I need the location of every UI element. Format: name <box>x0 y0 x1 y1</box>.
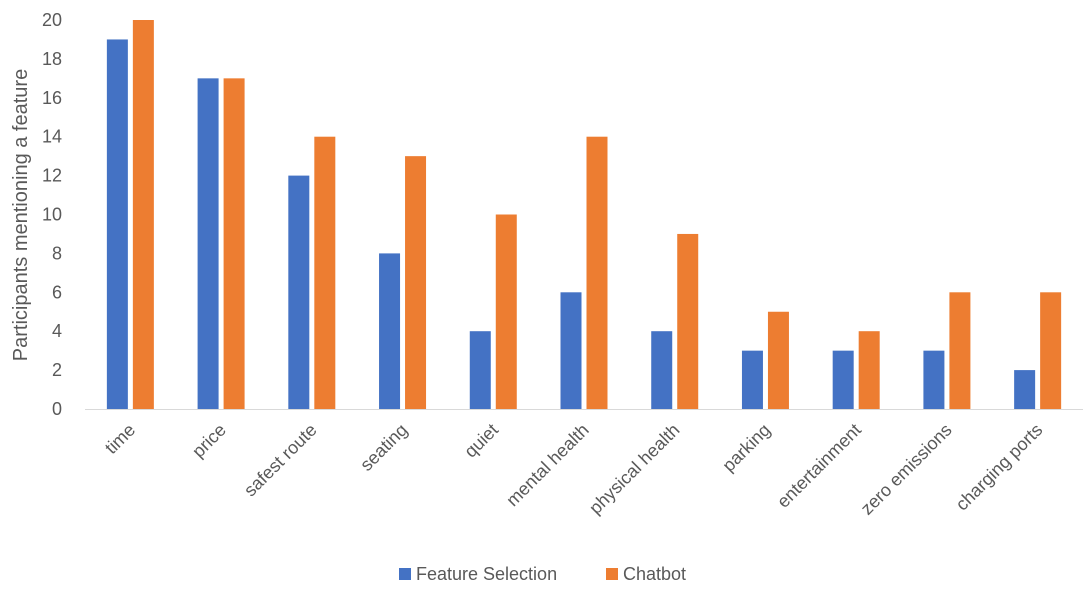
bar-chatbot <box>132 20 154 409</box>
bar-group <box>923 292 971 409</box>
bar-feature-selection <box>923 350 945 409</box>
y-tick-label: 10 <box>42 205 62 225</box>
y-tick-label: 18 <box>42 49 62 69</box>
bar-group <box>197 78 245 409</box>
bar-chatbot <box>495 214 517 409</box>
y-tick-label: 20 <box>42 10 62 30</box>
legend-item: Feature Selection <box>399 564 557 584</box>
bar-chatbot <box>586 136 608 409</box>
x-category-label: parking <box>718 420 774 476</box>
bar-chatbot <box>314 136 336 409</box>
y-tick-label: 4 <box>52 321 62 341</box>
y-tick-label: 8 <box>52 243 62 263</box>
y-axis-ticks: 0 2 4 6 8 10 12 14 16 18 20 <box>42 10 62 419</box>
bar-group <box>106 20 154 409</box>
bar-groups <box>106 20 1062 409</box>
y-tick-label: 2 <box>52 360 62 380</box>
bar-group <box>379 156 427 409</box>
bar-chatbot <box>223 78 245 409</box>
x-category-label: safest route <box>240 420 321 501</box>
y-tick-label: 6 <box>52 282 62 302</box>
bar-feature-selection <box>288 175 310 409</box>
y-axis-title: Participants mentioning a feature <box>10 69 32 361</box>
y-tick-label: 12 <box>42 166 62 186</box>
bar-feature-selection <box>560 292 582 409</box>
x-category-label: quiet <box>460 420 502 462</box>
legend-item: Chatbot <box>606 564 686 584</box>
bar-group <box>651 233 699 409</box>
legend-swatch <box>606 568 618 580</box>
x-category-label: charging ports <box>952 420 1047 515</box>
x-axis-labels: time price safest route seating quiet mental … <box>101 420 1046 519</box>
bar-group <box>1014 292 1062 409</box>
bar-feature-selection <box>379 253 401 409</box>
bar-chatbot <box>405 156 427 409</box>
bar-feature-selection <box>106 39 128 409</box>
bar-group <box>288 136 336 409</box>
bar-feature-selection <box>832 350 854 409</box>
x-category-label: seating <box>356 420 411 475</box>
x-category-label: mental health <box>502 420 593 511</box>
y-tick-label: 0 <box>52 399 62 419</box>
bar-chatbot <box>677 233 699 409</box>
legend-swatch <box>399 568 411 580</box>
bar-chatbot <box>1040 292 1062 409</box>
bar-group <box>832 331 880 409</box>
legend-label: Feature Selection <box>416 564 557 584</box>
bar-feature-selection <box>469 331 491 409</box>
bar-feature-selection <box>197 78 219 409</box>
x-category-label: entertainment <box>773 420 865 512</box>
legend: Feature Selection Chatbot <box>399 564 686 584</box>
legend-label: Chatbot <box>623 564 686 584</box>
y-tick-label: 16 <box>42 88 62 108</box>
x-category-label: zero emissions <box>857 420 956 519</box>
bar-group <box>741 311 789 409</box>
y-tick-label: 14 <box>42 127 62 147</box>
bar-feature-selection <box>651 331 673 409</box>
bar-chatbot <box>767 311 789 409</box>
x-category-label: time <box>101 420 139 458</box>
bar-chatbot <box>858 331 880 409</box>
bar-feature-selection <box>1014 370 1036 409</box>
bar-group <box>469 214 517 409</box>
bar-group <box>560 136 608 409</box>
x-category-label: price <box>188 420 230 462</box>
x-category-label: physical health <box>585 420 683 518</box>
bar-feature-selection <box>741 350 763 409</box>
bar-chatbot <box>949 292 971 409</box>
